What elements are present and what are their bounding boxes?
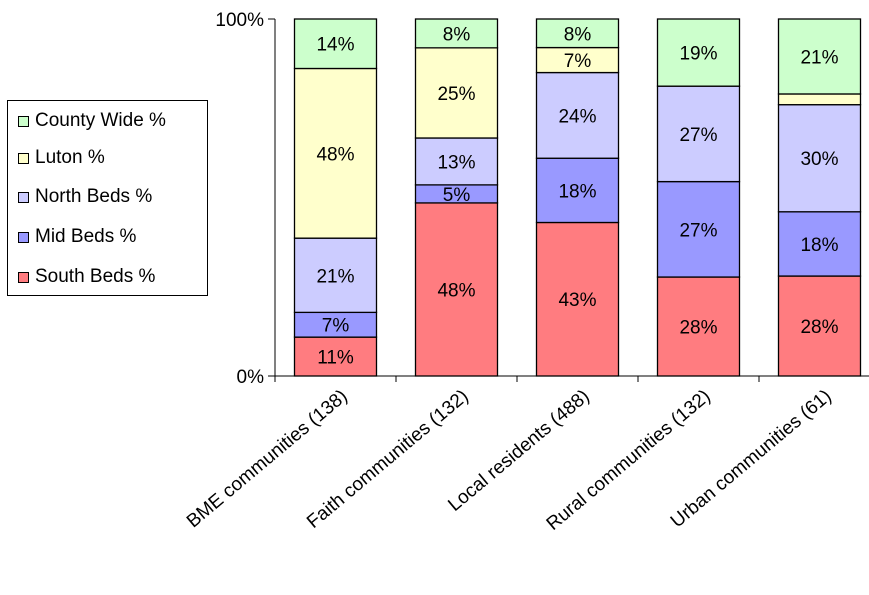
data-label-mid-beds-4: 18% xyxy=(800,235,838,256)
bar-segment-county-wide-0 xyxy=(293,18,378,70)
y-tick-label-0: 0% xyxy=(237,367,265,388)
data-label-south-beds-2: 43% xyxy=(558,290,596,311)
data-label-north-beds-1: 13% xyxy=(437,152,475,173)
bar-segment-mid-beds-4 xyxy=(777,211,862,277)
data-label-mid-beds-2: 18% xyxy=(558,181,596,202)
data-label-mid-beds-1: 5% xyxy=(443,185,471,206)
chart-legend: County Wide % Luton % North Beds % Mid B… xyxy=(7,100,208,296)
legend-swatch-luton xyxy=(18,152,29,164)
bar-segment-luton-4 xyxy=(777,93,862,106)
data-label-mid-beds-0: 7% xyxy=(322,316,350,337)
data-label-south-beds-1: 48% xyxy=(437,280,475,301)
legend-label-luton: Luton % xyxy=(35,147,105,168)
y-tick-label-1: 100% xyxy=(215,10,264,31)
bar-segment-luton-0 xyxy=(293,67,378,239)
legend-label-south-beds: South Beds % xyxy=(35,266,156,287)
data-label-north-beds-4: 30% xyxy=(800,149,838,170)
data-label-county-wide-3: 19% xyxy=(679,44,717,65)
bar-segment-south-beds-1 xyxy=(414,202,499,377)
data-label-mid-beds-3: 27% xyxy=(679,220,717,241)
bar-segment-county-wide-4 xyxy=(777,18,862,95)
legend-item-mid-beds: Mid Beds % xyxy=(18,226,136,248)
data-label-county-wide-4: 21% xyxy=(800,47,838,68)
data-label-luton-0: 48% xyxy=(316,144,354,165)
bar-segment-luton-2 xyxy=(535,46,620,74)
bar-segment-north-beds-1 xyxy=(414,137,499,186)
bar-segment-south-beds-3 xyxy=(656,276,741,377)
bar-segment-north-beds-3 xyxy=(656,85,741,183)
legend-swatch-mid-beds xyxy=(18,231,29,243)
bar-segment-county-wide-3 xyxy=(656,18,741,87)
data-label-north-beds-0: 21% xyxy=(316,266,354,287)
bar-segment-south-beds-0 xyxy=(293,336,378,377)
data-label-county-wide-1: 8% xyxy=(443,24,471,45)
bar-segment-north-beds-2 xyxy=(535,71,620,159)
legend-swatch-county-wide xyxy=(18,115,29,127)
data-label-south-beds-0: 11% xyxy=(317,348,354,369)
legend-item-north-beds: North Beds % xyxy=(18,186,152,208)
bar-segment-mid-beds-3 xyxy=(656,180,741,278)
legend-swatch-south-beds xyxy=(18,271,29,283)
legend-item-luton: Luton % xyxy=(18,147,105,169)
bar-segment-mid-beds-0 xyxy=(293,311,378,338)
bar-segment-mid-beds-2 xyxy=(535,157,620,224)
data-label-north-beds-3: 27% xyxy=(679,125,717,146)
legend-label-mid-beds: Mid Beds % xyxy=(35,226,137,247)
data-label-north-beds-2: 24% xyxy=(558,106,596,127)
legend-item-county-wide: County Wide % xyxy=(18,110,166,132)
legend-swatch-north-beds xyxy=(18,191,29,203)
bar-segment-luton-1 xyxy=(414,47,499,139)
bar-segment-county-wide-1 xyxy=(414,18,499,49)
data-label-south-beds-3: 28% xyxy=(679,318,717,339)
legend-label-county-wide: County Wide % xyxy=(35,110,166,131)
legend-label-north-beds: North Beds % xyxy=(35,186,153,207)
data-label-luton-1: 25% xyxy=(437,84,475,105)
legend-item-south-beds: South Beds % xyxy=(18,266,155,288)
data-label-south-beds-4: 28% xyxy=(800,317,838,338)
data-label-luton-2: 7% xyxy=(564,51,592,72)
bar-segment-county-wide-2 xyxy=(535,18,620,49)
data-label-county-wide-2: 8% xyxy=(564,24,592,45)
data-label-county-wide-0: 14% xyxy=(316,35,354,56)
bar-segment-south-beds-4 xyxy=(777,275,862,377)
